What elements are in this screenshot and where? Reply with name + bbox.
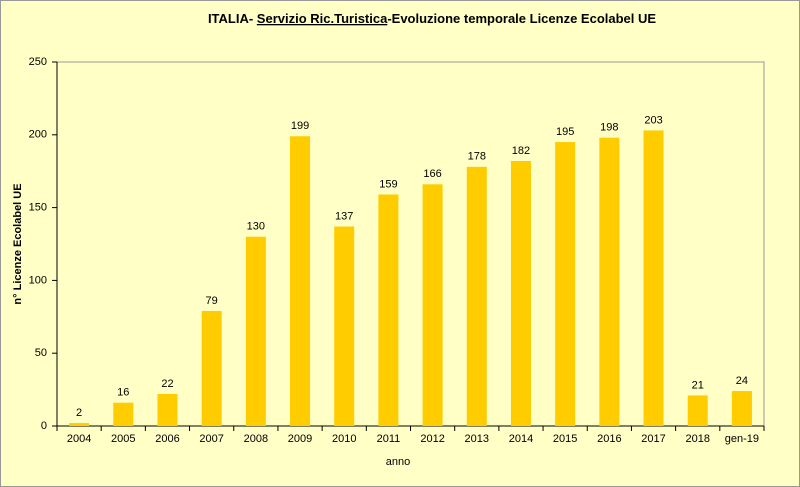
bar — [245, 236, 266, 426]
x-tick-label: 2005 — [111, 433, 135, 445]
value-label: 137 — [335, 210, 353, 222]
bar — [731, 391, 752, 426]
y-tick-label: 250 — [29, 56, 47, 68]
value-label: 159 — [379, 178, 397, 190]
title-part: -Evoluzione temporale Licenze Ecolabel U… — [387, 11, 656, 26]
value-label: 2 — [76, 407, 82, 419]
x-tick-label: 2017 — [641, 433, 665, 445]
value-label: 79 — [206, 295, 218, 307]
y-axis-label: n° Licenze Ecolabel UE — [12, 183, 24, 304]
y-tick-label: 50 — [35, 347, 47, 359]
x-tick-label: 2009 — [288, 433, 312, 445]
title-part: ITALIA- — [208, 11, 257, 26]
x-tick-label: 2006 — [155, 433, 179, 445]
bar — [599, 137, 620, 426]
value-label: 198 — [600, 122, 618, 134]
x-tick-label: 2016 — [597, 433, 621, 445]
x-tick-label: 2013 — [465, 433, 489, 445]
bar — [510, 161, 531, 426]
value-label: 199 — [291, 120, 309, 132]
value-label: 130 — [247, 221, 265, 233]
x-tick-label: 2014 — [509, 433, 533, 445]
value-label: 178 — [468, 151, 486, 163]
x-tick-label: 2010 — [332, 433, 356, 445]
title-part: Servizio Ric.Turistica — [257, 11, 388, 26]
value-label: 203 — [644, 114, 662, 126]
bar — [157, 393, 178, 426]
bar — [643, 130, 664, 426]
value-label: 182 — [512, 145, 530, 157]
x-axis-label: anno — [386, 456, 410, 468]
bar — [201, 310, 222, 426]
bar — [466, 166, 487, 426]
bar — [555, 142, 576, 426]
x-tick-label: 2008 — [244, 433, 268, 445]
bar — [290, 136, 311, 427]
x-tick-label: 2007 — [199, 433, 223, 445]
value-label: 195 — [556, 126, 574, 138]
value-label: 16 — [117, 387, 129, 399]
y-tick-label: 150 — [29, 202, 47, 214]
x-tick-label: 2011 — [377, 433, 401, 445]
value-label: 166 — [423, 168, 441, 180]
value-label: 21 — [692, 379, 704, 391]
x-tick-label: 2004 — [67, 433, 91, 445]
x-tick-label: gen-19 — [725, 433, 759, 445]
bar — [422, 184, 443, 426]
x-tick-label: 2012 — [420, 433, 444, 445]
x-tick-label: 2015 — [553, 433, 577, 445]
x-tick-label: 2018 — [685, 433, 709, 445]
y-tick-label: 0 — [41, 420, 47, 432]
chart-title: ITALIA- Servizio Ric.Turistica-Evoluzion… — [208, 11, 656, 26]
value-label: 24 — [736, 375, 748, 387]
bar — [69, 423, 90, 426]
bar — [334, 226, 355, 426]
y-tick-label: 100 — [29, 274, 47, 286]
bar — [687, 395, 708, 426]
value-label: 22 — [161, 378, 173, 390]
bar — [113, 402, 134, 426]
y-tick-label: 200 — [29, 129, 47, 141]
bar — [378, 194, 399, 426]
